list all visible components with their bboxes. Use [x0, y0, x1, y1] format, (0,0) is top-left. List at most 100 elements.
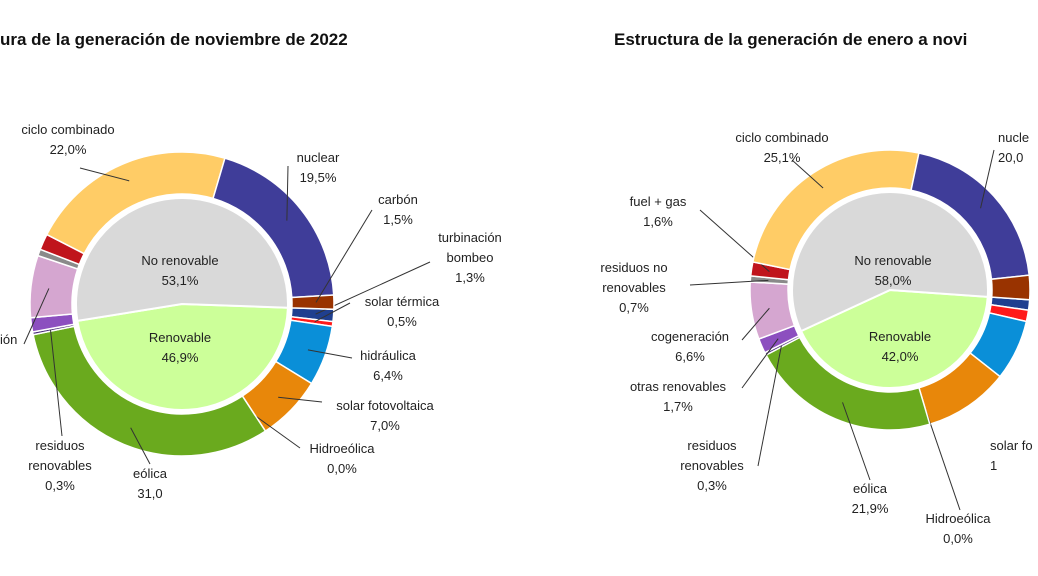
outer-name: residuos no renovables — [600, 260, 668, 295]
outer-name: nucle — [998, 130, 1030, 145]
leader-line — [315, 209, 373, 303]
outer-value: 21,9% — [851, 501, 889, 516]
leader-line — [50, 329, 63, 437]
outer-value: 0,0% — [327, 461, 357, 476]
outer-name: eólica — [853, 481, 887, 496]
inner-value: 42,0% — [881, 349, 919, 364]
outer-label: fuel + gas 1,6% — [618, 192, 698, 232]
chart-title: ura de la generación de noviembre de 202… — [0, 30, 348, 49]
outer-label: cogeneración 6,6% — [635, 327, 745, 367]
outer-name: otras renovables — [629, 379, 727, 394]
outer-value: 20,0 — [998, 150, 1024, 165]
outer-label: residuos no renovables 0,7% — [579, 258, 689, 318]
leader-line — [286, 165, 289, 221]
outer-name: residuos renovables — [28, 438, 92, 473]
outer-value: 6,4% — [373, 368, 403, 383]
inner-name: Renovable — [868, 329, 932, 344]
outer-name: eólica — [133, 466, 167, 481]
outer-label: ciclo combinado 25,1% — [712, 128, 852, 168]
leader-line — [791, 159, 824, 189]
outer-name: residuos renovables — [680, 438, 744, 473]
outer-value: 1,7% — [663, 399, 693, 414]
leader-line — [278, 396, 323, 403]
outer-slice — [291, 294, 335, 311]
outer-value: 1,6% — [643, 214, 673, 229]
leader-line — [924, 406, 961, 511]
outer-label: hidráulica 6,4% — [338, 346, 438, 386]
outer-value: 7,0% — [370, 418, 400, 433]
outer-name: solar fo — [990, 438, 1033, 453]
inner-label: Renovable 42,0% — [840, 327, 960, 367]
outer-name: turbinación bombeo — [438, 230, 502, 265]
outer-label: nuclear 19,5% — [278, 148, 358, 188]
outer-name: ión — [0, 332, 18, 347]
outer-name: Hidroeólica — [309, 441, 375, 456]
outer-label: ciclo combinado 22,0% — [0, 120, 138, 160]
chart-title: Estructura de la generación de enero a n… — [614, 30, 968, 49]
outer-label: turbinación bombeo 1,3% — [420, 228, 520, 288]
inner-name: No renovable — [854, 253, 932, 268]
inner-value: 58,0% — [874, 273, 912, 288]
outer-name: cogeneración — [650, 329, 730, 344]
outer-label: ión — [0, 330, 30, 350]
outer-name: fuel + gas — [629, 194, 687, 209]
outer-value: 0,5% — [387, 314, 417, 329]
outer-value: 0,0% — [943, 531, 973, 546]
outer-label: solar fo 1 — [990, 436, 1038, 476]
outer-label: Hidroeólica 0,0% — [292, 439, 392, 479]
inner-value: 53,1% — [161, 273, 199, 288]
leader-line — [307, 349, 353, 359]
outer-label: residuos renovables 0,3% — [667, 436, 757, 496]
inner-label: Renovable 46,9% — [120, 328, 240, 368]
outer-value: 0,3% — [45, 478, 75, 493]
outer-value: 25,1% — [763, 150, 801, 165]
outer-name: hidráulica — [360, 348, 416, 363]
inner-slice — [799, 288, 989, 389]
leader-line — [79, 167, 130, 182]
outer-name: solar térmica — [364, 294, 440, 309]
inner-slice — [791, 191, 989, 333]
outer-name: carbón — [378, 192, 418, 207]
outer-value: 1,3% — [455, 270, 485, 285]
inner-value: 46,9% — [161, 350, 199, 365]
outer-label: solar fotovoltaica 7,0% — [315, 396, 455, 436]
leader-line — [980, 149, 995, 209]
outer-label: solar térmica 0,5% — [342, 292, 462, 332]
outer-label: eólica 31,0 — [120, 464, 180, 504]
leader-line — [741, 338, 779, 389]
outer-label: eólica 21,9% — [840, 479, 900, 519]
outer-value: 31,0 — [137, 486, 163, 501]
outer-value: 0,3% — [697, 478, 727, 493]
outer-label: otras renovables 1,7% — [613, 377, 743, 417]
outer-label: residuos renovables 0,3% — [15, 436, 105, 496]
outer-label: carbón 1,5% — [368, 190, 428, 230]
outer-label: nucle 20,0 — [998, 128, 1038, 168]
leader-line — [842, 402, 871, 481]
outer-name: solar fotovoltaica — [336, 398, 434, 413]
inner-name: No renovable — [141, 253, 219, 268]
outer-name: Hidroeólica — [925, 511, 991, 526]
outer-name: ciclo combinado — [735, 130, 829, 145]
inner-label: No renovable 58,0% — [833, 251, 953, 291]
leader-line — [314, 302, 351, 323]
outer-value: 1 — [990, 458, 998, 473]
inner-name: Renovable — [148, 330, 212, 345]
leader-line — [689, 279, 769, 286]
outer-value: 6,6% — [675, 349, 705, 364]
leader-line — [757, 345, 782, 467]
outer-value: 1,5% — [383, 212, 413, 227]
inner-label: No renovable 53,1% — [120, 251, 240, 291]
outer-value: 0,7% — [619, 300, 649, 315]
outer-label: Hidroeólica 0,0% — [908, 509, 1008, 549]
leader-line — [130, 427, 151, 465]
outer-value: 22,0% — [49, 142, 87, 157]
inner-slice — [75, 197, 289, 323]
inner-slice — [76, 302, 289, 411]
leader-line — [255, 415, 301, 449]
outer-name: nuclear — [296, 150, 340, 165]
leader-line — [741, 307, 770, 341]
leader-line — [23, 288, 50, 345]
outer-name: ciclo combinado — [21, 122, 115, 137]
